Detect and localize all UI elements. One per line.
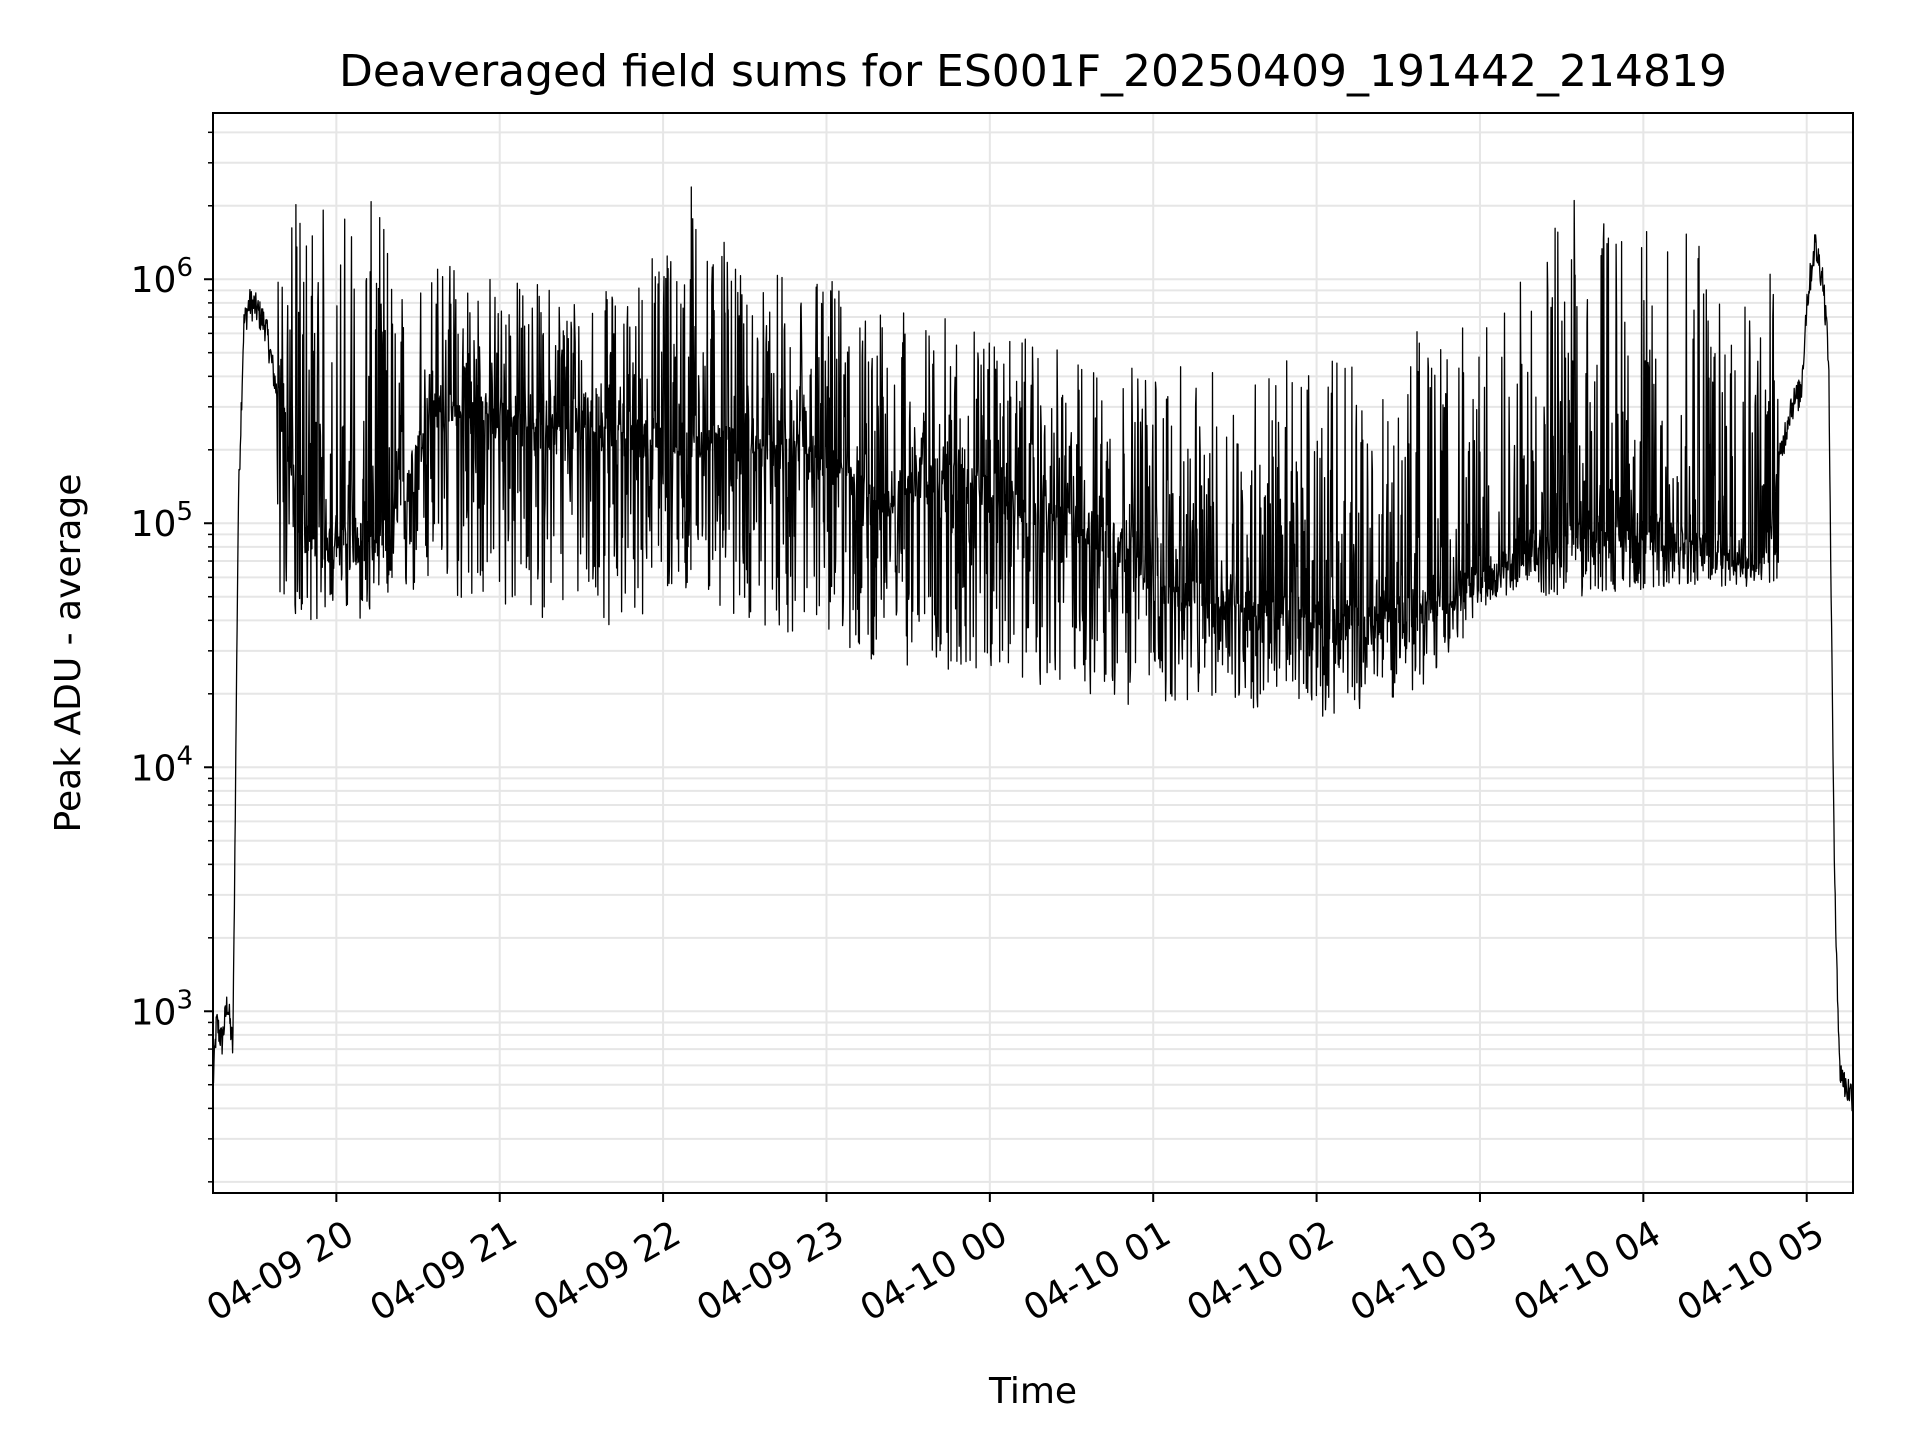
series-line	[212, 186, 1854, 1112]
y-tick-label: 103	[131, 985, 193, 1033]
chart-title: Deaveraged field sums for ES001F_2025040…	[339, 46, 1727, 97]
x-axis-label: Time	[988, 1371, 1077, 1412]
y-tick-label: 104	[131, 741, 193, 789]
y-tick-label: 105	[131, 497, 193, 545]
plot-frame	[212, 112, 1854, 1194]
y-tick-label: 106	[131, 253, 193, 301]
y-axis-label: Peak ADU - average	[48, 474, 89, 833]
data-series	[212, 186, 1854, 1112]
